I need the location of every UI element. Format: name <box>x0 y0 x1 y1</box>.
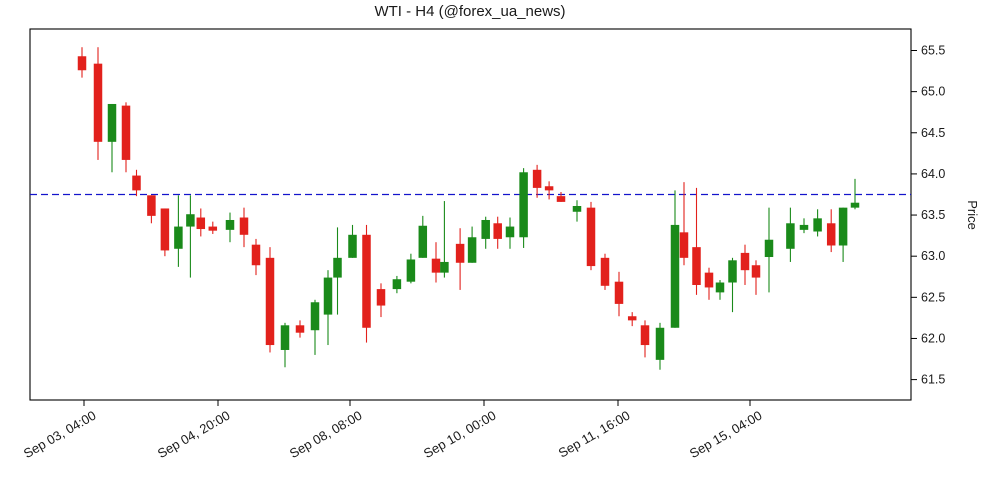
svg-text:63.0: 63.0 <box>921 249 945 263</box>
svg-text:62.5: 62.5 <box>921 290 945 304</box>
svg-text:65.5: 65.5 <box>921 44 945 58</box>
svg-text:Sep 03, 04:00: Sep 03, 04:00 <box>21 408 99 461</box>
svg-text:Sep 11, 16:00: Sep 11, 16:00 <box>556 408 633 461</box>
svg-text:Price: Price <box>965 200 980 230</box>
svg-text:Sep 10, 00:00: Sep 10, 00:00 <box>421 408 499 461</box>
svg-text:64.5: 64.5 <box>921 126 945 140</box>
svg-text:Sep 15, 04:00: Sep 15, 04:00 <box>687 408 765 461</box>
svg-text:63.5: 63.5 <box>921 208 945 222</box>
svg-text:Sep 04, 20:00: Sep 04, 20:00 <box>155 408 233 461</box>
svg-text:64.0: 64.0 <box>921 167 945 181</box>
svg-text:62.0: 62.0 <box>921 331 945 345</box>
svg-text:65.0: 65.0 <box>921 85 945 99</box>
svg-text:61.5: 61.5 <box>921 373 945 387</box>
svg-text:Sep 08, 08:00: Sep 08, 08:00 <box>287 408 365 461</box>
